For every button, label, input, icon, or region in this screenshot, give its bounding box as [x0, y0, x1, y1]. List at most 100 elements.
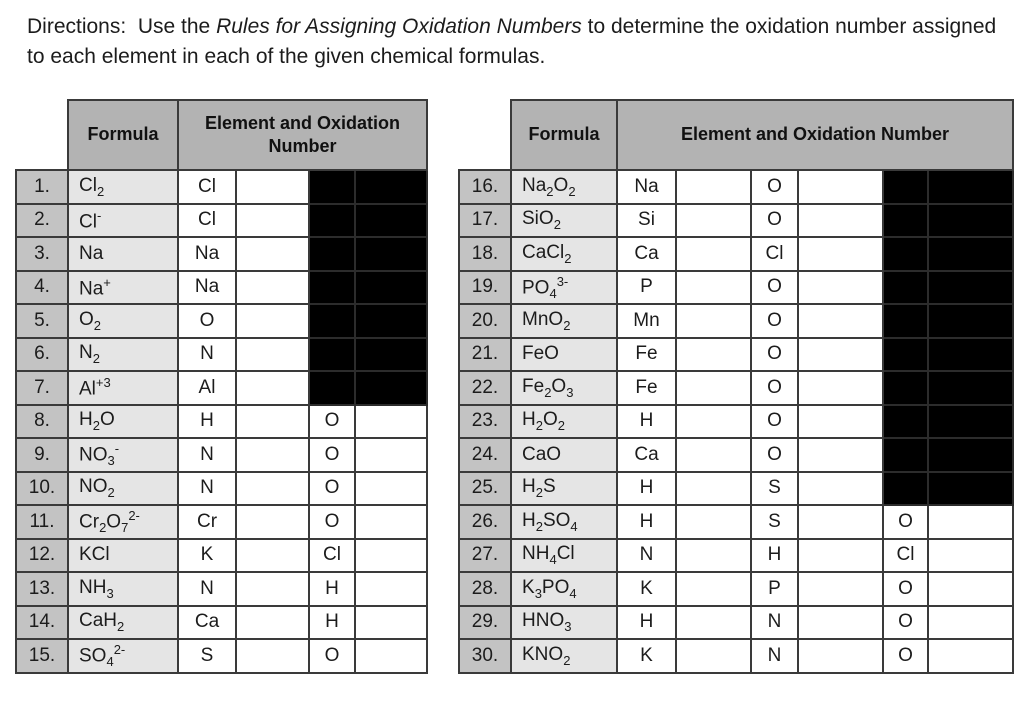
table-row: 17. SiO2 Si O — [458, 202, 1015, 238]
formula-cell: PO43- — [510, 269, 618, 305]
table-row: 14. CaH2 Ca H — [15, 604, 429, 640]
formula-cell: KNO2 — [510, 638, 618, 674]
redacted-cell — [308, 202, 356, 238]
redacted-cell — [926, 336, 1015, 372]
table-row: 23. H2O2 H O — [458, 403, 1015, 439]
oxidation-answer-blank-cell — [797, 236, 884, 272]
redacted-cell — [353, 269, 429, 305]
oxidation-answer-blank-cell — [675, 269, 752, 305]
oxidation-answer-blank-cell — [235, 370, 310, 406]
oxidation-answer-blank-cell — [353, 638, 429, 674]
row-number-cell: 27. — [458, 537, 512, 573]
table-row: 11. Cr2O72- Cr O — [15, 504, 429, 540]
table-row: 8. H2O H O — [15, 403, 429, 439]
row-number-cell: 23. — [458, 403, 512, 439]
formula-column-header: Formula — [510, 99, 618, 171]
element-symbol-cell: Cl — [750, 236, 799, 272]
redacted-cell — [308, 336, 356, 372]
oxidation-answer-blank-cell — [235, 336, 310, 372]
element-symbol-cell: H — [616, 403, 677, 439]
element-symbol-cell: S — [750, 470, 799, 506]
element-symbol-cell: O — [882, 638, 929, 674]
table-right-body: 16. Na2O2 Na O 17. SiO2 Si O 18. CaCl2 Ca Cl 19. PO43… — [458, 169, 1015, 674]
table-row: 5. O2 O — [15, 303, 429, 339]
element-symbol-cell: Fe — [616, 370, 677, 406]
element-symbol-cell: Na — [616, 169, 677, 205]
element-symbol-cell: O — [308, 403, 356, 439]
row-number-cell: 5. — [15, 303, 69, 339]
element-symbol-cell: O — [750, 336, 799, 372]
oxidation-answer-blank-cell — [797, 470, 884, 506]
element-symbol-cell: Ca — [177, 604, 237, 640]
table-row: 1. Cl2 Cl — [15, 169, 429, 205]
table-row: 13. NH3 N H — [15, 571, 429, 607]
formula-cell: Na — [67, 236, 179, 272]
oxidation-answer-blank-cell — [797, 169, 884, 205]
redacted-cell — [882, 303, 929, 339]
element-symbol-cell: P — [616, 269, 677, 305]
table-row: 4. Na+ Na — [15, 269, 429, 305]
row-number-cell: 6. — [15, 336, 69, 372]
formula-cell: Na+ — [67, 269, 179, 305]
table-row: 9. NO3- N O — [15, 437, 429, 473]
element-symbol-cell: S — [177, 638, 237, 674]
oxidation-answer-blank-cell — [797, 403, 884, 439]
row-number-cell: 29. — [458, 604, 512, 640]
element-symbol-cell: O — [308, 504, 356, 540]
formula-cell: O2 — [67, 303, 179, 339]
oxidation-answer-blank-cell — [675, 504, 752, 540]
oxidation-answer-blank-cell — [675, 336, 752, 372]
element-oxidation-column-header: Element and Oxidation Number — [615, 99, 1015, 171]
redacted-cell — [353, 202, 429, 238]
redacted-cell — [926, 470, 1015, 506]
element-symbol-cell: N — [750, 604, 799, 640]
table-right-header-row: Formula Element and Oxidation Number — [459, 99, 1015, 171]
redacted-cell — [308, 370, 356, 406]
row-number-cell: 10. — [15, 470, 69, 506]
table-row: 10. NO2 N O — [15, 470, 429, 506]
oxidation-table-left: Formula Element and Oxidation Number 1. C… — [15, 99, 429, 674]
element-symbol-cell: K — [616, 571, 677, 607]
redacted-cell — [882, 437, 929, 473]
redacted-cell — [882, 470, 929, 506]
oxidation-answer-blank-cell — [797, 269, 884, 305]
table-row: 6. N2 N — [15, 336, 429, 372]
redacted-cell — [353, 169, 429, 205]
formula-cell: H2O2 — [510, 403, 618, 439]
element-symbol-cell: O — [750, 303, 799, 339]
oxidation-answer-blank-cell — [675, 537, 752, 573]
row-number-cell: 2. — [15, 202, 69, 238]
formula-cell: MnO2 — [510, 303, 618, 339]
row-number-cell: 4. — [15, 269, 69, 305]
element-symbol-cell: Si — [616, 202, 677, 238]
redacted-cell — [353, 303, 429, 339]
element-symbol-cell: O — [308, 437, 356, 473]
oxidation-answer-blank-cell — [797, 571, 884, 607]
redacted-cell — [882, 336, 929, 372]
element-symbol-cell: O — [882, 604, 929, 640]
row-number-cell: 20. — [458, 303, 512, 339]
table-left-header-row: Formula Element and Oxidation Number — [16, 99, 429, 171]
redacted-cell — [926, 437, 1015, 473]
oxidation-answer-blank-cell — [675, 638, 752, 674]
element-symbol-cell: Fe — [616, 336, 677, 372]
element-symbol-cell: Cl — [882, 537, 929, 573]
element-symbol-cell: N — [616, 537, 677, 573]
table-left-body: 1. Cl2 Cl 2. Cl- Cl 3. Na Na 4. Na+ Na 5. O2 O 6. N2 N 7. A… — [15, 169, 429, 674]
oxidation-answer-blank-cell — [353, 403, 429, 439]
element-symbol-cell: H — [308, 571, 356, 607]
table-row: 28. K3PO4 K P O — [458, 571, 1015, 607]
row-number-cell: 18. — [458, 236, 512, 272]
row-number-cell: 16. — [458, 169, 512, 205]
row-number-cell: 13. — [15, 571, 69, 607]
header-spacer — [459, 100, 511, 170]
oxidation-answer-blank-cell — [675, 236, 752, 272]
formula-column-header: Formula — [67, 99, 179, 171]
element-symbol-cell: K — [616, 638, 677, 674]
row-number-cell: 14. — [15, 604, 69, 640]
element-symbol-cell: O — [750, 370, 799, 406]
row-number-cell: 30. — [458, 638, 512, 674]
table-row: 30. KNO2 K N O — [458, 638, 1015, 674]
element-symbol-cell: Na — [177, 236, 237, 272]
element-symbol-cell: O — [750, 169, 799, 205]
